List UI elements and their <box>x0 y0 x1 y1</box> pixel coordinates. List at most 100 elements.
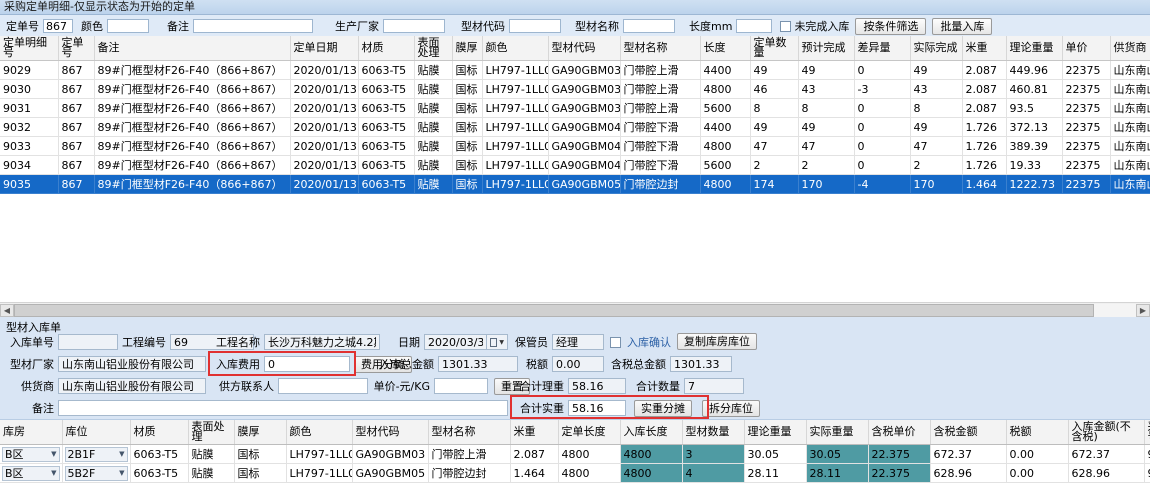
bottom-grid-header-18[interactable]: 采购定单行号 <box>1144 420 1150 445</box>
cell-r0-c6[interactable]: 国标 <box>452 61 482 80</box>
combo-cell[interactable]: 5B2F▼ <box>65 466 128 481</box>
cell-r2-c17[interactable]: 22375 <box>1062 99 1110 118</box>
cell-r0-c7[interactable]: LH797-1LL0 <box>482 61 548 80</box>
cell-r1-c11[interactable]: 46 <box>750 80 798 99</box>
cell-r0-c13[interactable]: 0 <box>854 61 910 80</box>
cell-r3-c13[interactable]: 0 <box>854 118 910 137</box>
cell-r3-c10[interactable]: 4400 <box>700 118 750 137</box>
cell-r4-c18[interactable]: 山东南山铝业股份有限公司 <box>1110 137 1150 156</box>
cell-r1-c13[interactable]: 28.11 <box>806 464 868 483</box>
date-picker-button[interactable]: ▼ <box>486 334 508 350</box>
cell-r5-c11[interactable]: 2 <box>750 156 798 175</box>
cell-r6-c16[interactable]: 1222.73 <box>1006 175 1062 194</box>
top-grid-header-7[interactable]: 颜色 <box>482 36 548 61</box>
cell-r0-c18[interactable]: 山东南山铝业股份有限公司 <box>1110 61 1150 80</box>
bottom-grid-header-5[interactable]: 颜色 <box>286 420 352 445</box>
total-actual-input[interactable] <box>568 400 626 416</box>
cell-r6-c0[interactable]: 9035 <box>0 175 58 194</box>
cell-r1-c14[interactable]: 22.375 <box>868 464 930 483</box>
bottom-grid-header-7[interactable]: 型材名称 <box>428 420 510 445</box>
top-grid-header-9[interactable]: 型材名称 <box>620 36 700 61</box>
cell-r1-c17[interactable]: 628.96 <box>1068 464 1144 483</box>
bottom-grid-header-2[interactable]: 材质 <box>130 420 188 445</box>
cell-r0-c17[interactable]: 22375 <box>1062 61 1110 80</box>
cell-r1-c12[interactable]: 43 <box>798 80 854 99</box>
cell-r5-c2[interactable]: 89#门框型材F26-F40（866+867） <box>94 156 290 175</box>
cell-r1-c16[interactable]: 460.81 <box>1006 80 1062 99</box>
top-grid-header-3[interactable]: 定单日期 <box>290 36 358 61</box>
cell-r3-c17[interactable]: 22375 <box>1062 118 1110 137</box>
cell-r4-c8[interactable]: GA90GBM04 <box>548 137 620 156</box>
bottom-grid-header-3[interactable]: 表面处理 <box>188 420 234 445</box>
cell-r2-c10[interactable]: 5600 <box>700 99 750 118</box>
order-no-input[interactable] <box>43 19 73 33</box>
top-grid-header-13[interactable]: 差异量 <box>854 36 910 61</box>
top-grid-header-6[interactable]: 膜厚 <box>452 36 482 61</box>
profile-code-input[interactable] <box>509 19 561 33</box>
cell-r0-c11[interactable]: 3 <box>682 445 744 464</box>
keeper-input[interactable] <box>552 334 604 350</box>
cell-r1-c4[interactable]: 6063-T5 <box>358 80 414 99</box>
top-grid-header-5[interactable]: 表面处理 <box>414 36 452 61</box>
cell-r5-c10[interactable]: 5600 <box>700 156 750 175</box>
order-detail-grid[interactable]: 定单明细号定单号备注定单日期材质表面处理膜厚颜色型材代码型材名称长度定单数量预计… <box>0 36 1150 303</box>
cell-r1-c6[interactable]: GA90GBM05 <box>352 464 428 483</box>
cell-r3-c2[interactable]: 89#门框型材F26-F40（866+867） <box>94 118 290 137</box>
top-grid-header-11[interactable]: 定单数量 <box>750 36 798 61</box>
cell-r0-c14[interactable]: 49 <box>910 61 962 80</box>
cell-r0-c2[interactable]: 6063-T5 <box>130 445 188 464</box>
cell-r0-c13[interactable]: 30.05 <box>806 445 868 464</box>
bottom-grid-header-13[interactable]: 实际重量 <box>806 420 868 445</box>
cell-r0-c12[interactable]: 49 <box>798 61 854 80</box>
date-input[interactable] <box>424 334 486 350</box>
cell-r0-c0[interactable]: B区▼ <box>0 445 62 464</box>
receipt-no-input[interactable] <box>58 334 118 350</box>
scroll-left-arrow-icon[interactable]: ◀ <box>0 304 14 317</box>
cell-r1-c13[interactable]: -3 <box>854 80 910 99</box>
cell-r3-c4[interactable]: 6063-T5 <box>358 118 414 137</box>
top-grid-header-17[interactable]: 单价 <box>1062 36 1110 61</box>
cell-r4-c4[interactable]: 6063-T5 <box>358 137 414 156</box>
cell-r3-c16[interactable]: 372.13 <box>1006 118 1062 137</box>
cell-r1-c17[interactable]: 22375 <box>1062 80 1110 99</box>
cell-r2-c15[interactable]: 2.087 <box>962 99 1006 118</box>
cell-r4-c6[interactable]: 国标 <box>452 137 482 156</box>
cell-r3-c18[interactable]: 山东南山铝业股份有限公司 <box>1110 118 1150 137</box>
cell-r2-c14[interactable]: 8 <box>910 99 962 118</box>
cell-r5-c7[interactable]: LH797-1LL0 <box>482 156 548 175</box>
cell-r6-c2[interactable]: 89#门框型材F26-F40（866+867） <box>94 175 290 194</box>
cell-r4-c15[interactable]: 1.726 <box>962 137 1006 156</box>
manufacturer-input[interactable] <box>383 19 445 33</box>
cell-r1-c0[interactable]: 9030 <box>0 80 58 99</box>
cell-r2-c0[interactable]: 9031 <box>0 99 58 118</box>
cell-r4-c14[interactable]: 47 <box>910 137 962 156</box>
bottom-grid-header-6[interactable]: 型材代码 <box>352 420 428 445</box>
in-fee-input[interactable] <box>264 356 350 372</box>
cell-r0-c5[interactable]: 贴膜 <box>414 61 452 80</box>
cell-r2-c16[interactable]: 93.5 <box>1006 99 1062 118</box>
cell-r5-c9[interactable]: 门带腔下滑 <box>620 156 700 175</box>
cell-r2-c1[interactable]: 867 <box>58 99 94 118</box>
cell-r2-c3[interactable]: 2020/01/13 <box>290 99 358 118</box>
cell-r4-c5[interactable]: 贴膜 <box>414 137 452 156</box>
top-grid-header-4[interactable]: 材质 <box>358 36 414 61</box>
cell-r4-c11[interactable]: 47 <box>750 137 798 156</box>
cell-r6-c10[interactable]: 4800 <box>700 175 750 194</box>
cell-r0-c7[interactable]: 门带腔上滑 <box>428 445 510 464</box>
cell-r0-c9[interactable]: 4800 <box>558 445 620 464</box>
cell-r6-c3[interactable]: 2020/01/13 <box>290 175 358 194</box>
cell-r4-c10[interactable]: 4800 <box>700 137 750 156</box>
cell-r4-c0[interactable]: 9033 <box>0 137 58 156</box>
cell-r0-c3[interactable]: 贴膜 <box>188 445 234 464</box>
tax-total-input[interactable] <box>670 356 732 372</box>
split-location-button[interactable]: 拆分库位 <box>702 400 760 417</box>
cell-r1-c15[interactable]: 2.087 <box>962 80 1006 99</box>
cell-r6-c8[interactable]: GA90GBM05 <box>548 175 620 194</box>
cell-r5-c1[interactable]: 867 <box>58 156 94 175</box>
cell-r1-c15[interactable]: 628.96 <box>930 464 1006 483</box>
cell-r6-c5[interactable]: 贴膜 <box>414 175 452 194</box>
